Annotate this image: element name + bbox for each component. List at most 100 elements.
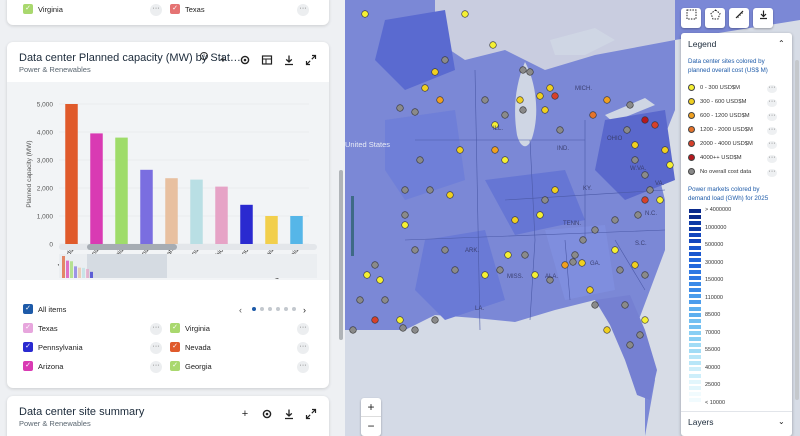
more-options-icon[interactable]: ··· <box>767 112 777 121</box>
more-options-icon[interactable]: ··· <box>767 84 777 93</box>
checkbox-icon[interactable]: ✓ <box>23 304 33 314</box>
site-marker[interactable] <box>496 266 504 274</box>
checkbox-icon[interactable]: ✓ <box>170 323 180 333</box>
site-marker[interactable] <box>431 316 439 324</box>
site-marker[interactable] <box>636 331 644 339</box>
checkbox-icon[interactable]: ✓ <box>170 4 180 14</box>
site-marker[interactable] <box>451 266 459 274</box>
site-marker[interactable] <box>531 271 539 279</box>
gear-icon[interactable] <box>239 54 251 66</box>
site-marker[interactable] <box>426 186 434 194</box>
zoom-out-button[interactable]: − <box>367 419 375 433</box>
site-marker[interactable] <box>519 106 527 114</box>
site-marker[interactable] <box>551 186 559 194</box>
site-markers[interactable] <box>349 10 674 349</box>
page-dot[interactable] <box>284 307 288 311</box>
more-options-icon[interactable]: ··· <box>297 323 309 335</box>
more-options-icon[interactable]: ··· <box>767 168 777 177</box>
site-marker[interactable] <box>626 341 634 349</box>
site-marker[interactable] <box>641 316 649 324</box>
site-marker[interactable] <box>361 10 369 18</box>
page-dot[interactable] <box>252 307 256 311</box>
expand-icon[interactable] <box>305 54 317 66</box>
site-marker[interactable] <box>641 271 649 279</box>
checkbox-icon[interactable]: ✓ <box>23 323 33 333</box>
site-marker[interactable] <box>641 171 649 179</box>
download-icon[interactable] <box>283 54 295 66</box>
site-marker[interactable] <box>371 316 379 324</box>
add-icon[interactable]: + <box>219 54 227 66</box>
site-marker[interactable] <box>519 66 527 74</box>
more-options-icon[interactable]: ··· <box>297 4 309 16</box>
site-marker[interactable] <box>516 96 524 104</box>
page-dot[interactable] <box>260 307 264 311</box>
site-marker[interactable] <box>431 68 439 76</box>
site-marker[interactable] <box>656 196 664 204</box>
checkbox-icon[interactable]: ✓ <box>23 361 33 371</box>
site-marker[interactable] <box>536 211 544 219</box>
site-marker[interactable] <box>641 196 649 204</box>
site-marker[interactable] <box>621 301 629 309</box>
site-marker[interactable] <box>521 251 529 259</box>
site-marker[interactable] <box>401 211 409 219</box>
checkbox-icon[interactable]: ✓ <box>23 4 33 14</box>
site-marker[interactable] <box>586 286 594 294</box>
legend-item-virginia[interactable]: ✓ Virginia <box>23 4 63 14</box>
site-marker[interactable] <box>411 246 419 254</box>
site-marker[interactable] <box>666 161 674 169</box>
site-marker[interactable] <box>421 84 429 92</box>
next-page-icon[interactable]: › <box>303 305 306 315</box>
site-marker[interactable] <box>561 261 569 269</box>
panel-scrollbar[interactable] <box>339 170 343 340</box>
site-marker[interactable] <box>489 41 497 49</box>
more-options-icon[interactable]: ··· <box>767 98 777 107</box>
site-marker[interactable] <box>578 259 586 267</box>
site-marker[interactable] <box>546 84 554 92</box>
download-icon[interactable] <box>283 408 295 420</box>
site-marker[interactable] <box>634 211 642 219</box>
site-marker[interactable] <box>616 266 624 274</box>
legend-scrollbar[interactable] <box>795 60 799 400</box>
site-marker[interactable] <box>611 216 619 224</box>
checkbox-icon[interactable]: ✓ <box>170 342 180 352</box>
site-marker[interactable] <box>603 326 611 334</box>
legend-item-pennsylvania[interactable]: ✓ Pennsylvania <box>23 342 83 352</box>
site-marker[interactable] <box>631 156 639 164</box>
more-options-icon[interactable]: ··· <box>767 140 777 149</box>
site-marker[interactable] <box>456 146 464 154</box>
site-marker[interactable] <box>631 141 639 149</box>
more-options-icon[interactable]: ··· <box>767 154 777 163</box>
site-marker[interactable] <box>611 246 619 254</box>
site-marker[interactable] <box>571 251 579 259</box>
site-marker[interactable] <box>536 92 544 100</box>
legend-item-georgia[interactable]: ✓ Georgia <box>170 361 212 371</box>
all-items-toggle[interactable]: ✓ All items <box>23 304 66 314</box>
zoom-in-button[interactable]: + <box>361 398 381 417</box>
checkbox-icon[interactable]: ✓ <box>23 342 33 352</box>
site-marker[interactable] <box>441 56 449 64</box>
site-marker[interactable] <box>396 104 404 112</box>
site-marker[interactable] <box>603 96 611 104</box>
layers-label[interactable]: Layers <box>688 417 714 427</box>
site-marker[interactable] <box>491 146 499 154</box>
map-view[interactable]: United States ILL. OHIO IND. KY. TENN. N… <box>345 0 800 436</box>
site-marker[interactable] <box>591 301 599 309</box>
site-marker[interactable] <box>356 296 364 304</box>
measure-ruler-icon[interactable] <box>729 8 749 28</box>
expand-chevron-icon[interactable]: ⌄ <box>778 417 785 426</box>
table-icon[interactable] <box>261 54 273 66</box>
site-marker[interactable] <box>526 68 534 76</box>
page-dot[interactable] <box>292 307 296 311</box>
more-options-icon[interactable]: ··· <box>150 361 162 373</box>
site-marker[interactable] <box>481 96 489 104</box>
site-marker[interactable] <box>569 258 577 266</box>
select-rectangle-icon[interactable] <box>681 8 701 28</box>
site-marker[interactable] <box>501 111 509 119</box>
collapse-chevron-icon[interactable]: ⌃ <box>778 39 785 48</box>
page-dot[interactable] <box>268 307 272 311</box>
more-options-icon[interactable]: ··· <box>297 342 309 354</box>
site-marker[interactable] <box>504 251 512 259</box>
site-marker[interactable] <box>541 196 549 204</box>
site-marker[interactable] <box>631 261 639 269</box>
checkbox-icon[interactable]: ✓ <box>170 361 180 371</box>
